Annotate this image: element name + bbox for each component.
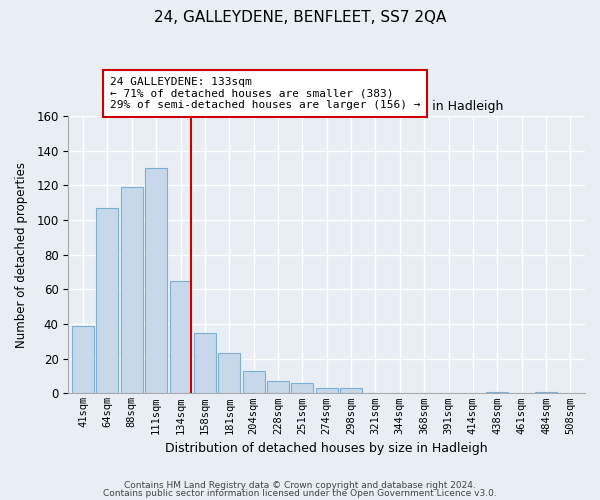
Bar	[72, 326, 94, 394]
Bar	[487, 392, 508, 394]
Y-axis label: Number of detached properties: Number of detached properties	[15, 162, 28, 348]
X-axis label: Distribution of detached houses by size in Hadleigh: Distribution of detached houses by size …	[166, 442, 488, 455]
Bar	[292, 383, 313, 394]
Text: Contains public sector information licensed under the Open Government Licence v3: Contains public sector information licen…	[103, 489, 497, 498]
Bar	[535, 392, 557, 394]
Bar	[316, 388, 338, 394]
Bar	[194, 332, 216, 394]
Bar	[170, 280, 191, 394]
Text: Contains HM Land Registry data © Crown copyright and database right 2024.: Contains HM Land Registry data © Crown c…	[124, 480, 476, 490]
Bar	[218, 354, 240, 394]
Bar	[121, 187, 143, 394]
Bar	[267, 381, 289, 394]
Bar	[340, 388, 362, 394]
Bar	[145, 168, 167, 394]
Bar	[242, 371, 265, 394]
Title: Size of property relative to detached houses in Hadleigh: Size of property relative to detached ho…	[150, 100, 503, 114]
Text: 24 GALLEYDENE: 133sqm
← 71% of detached houses are smaller (383)
29% of semi-det: 24 GALLEYDENE: 133sqm ← 71% of detached …	[110, 77, 420, 110]
Bar	[97, 208, 118, 394]
Text: 24, GALLEYDENE, BENFLEET, SS7 2QA: 24, GALLEYDENE, BENFLEET, SS7 2QA	[154, 10, 446, 25]
